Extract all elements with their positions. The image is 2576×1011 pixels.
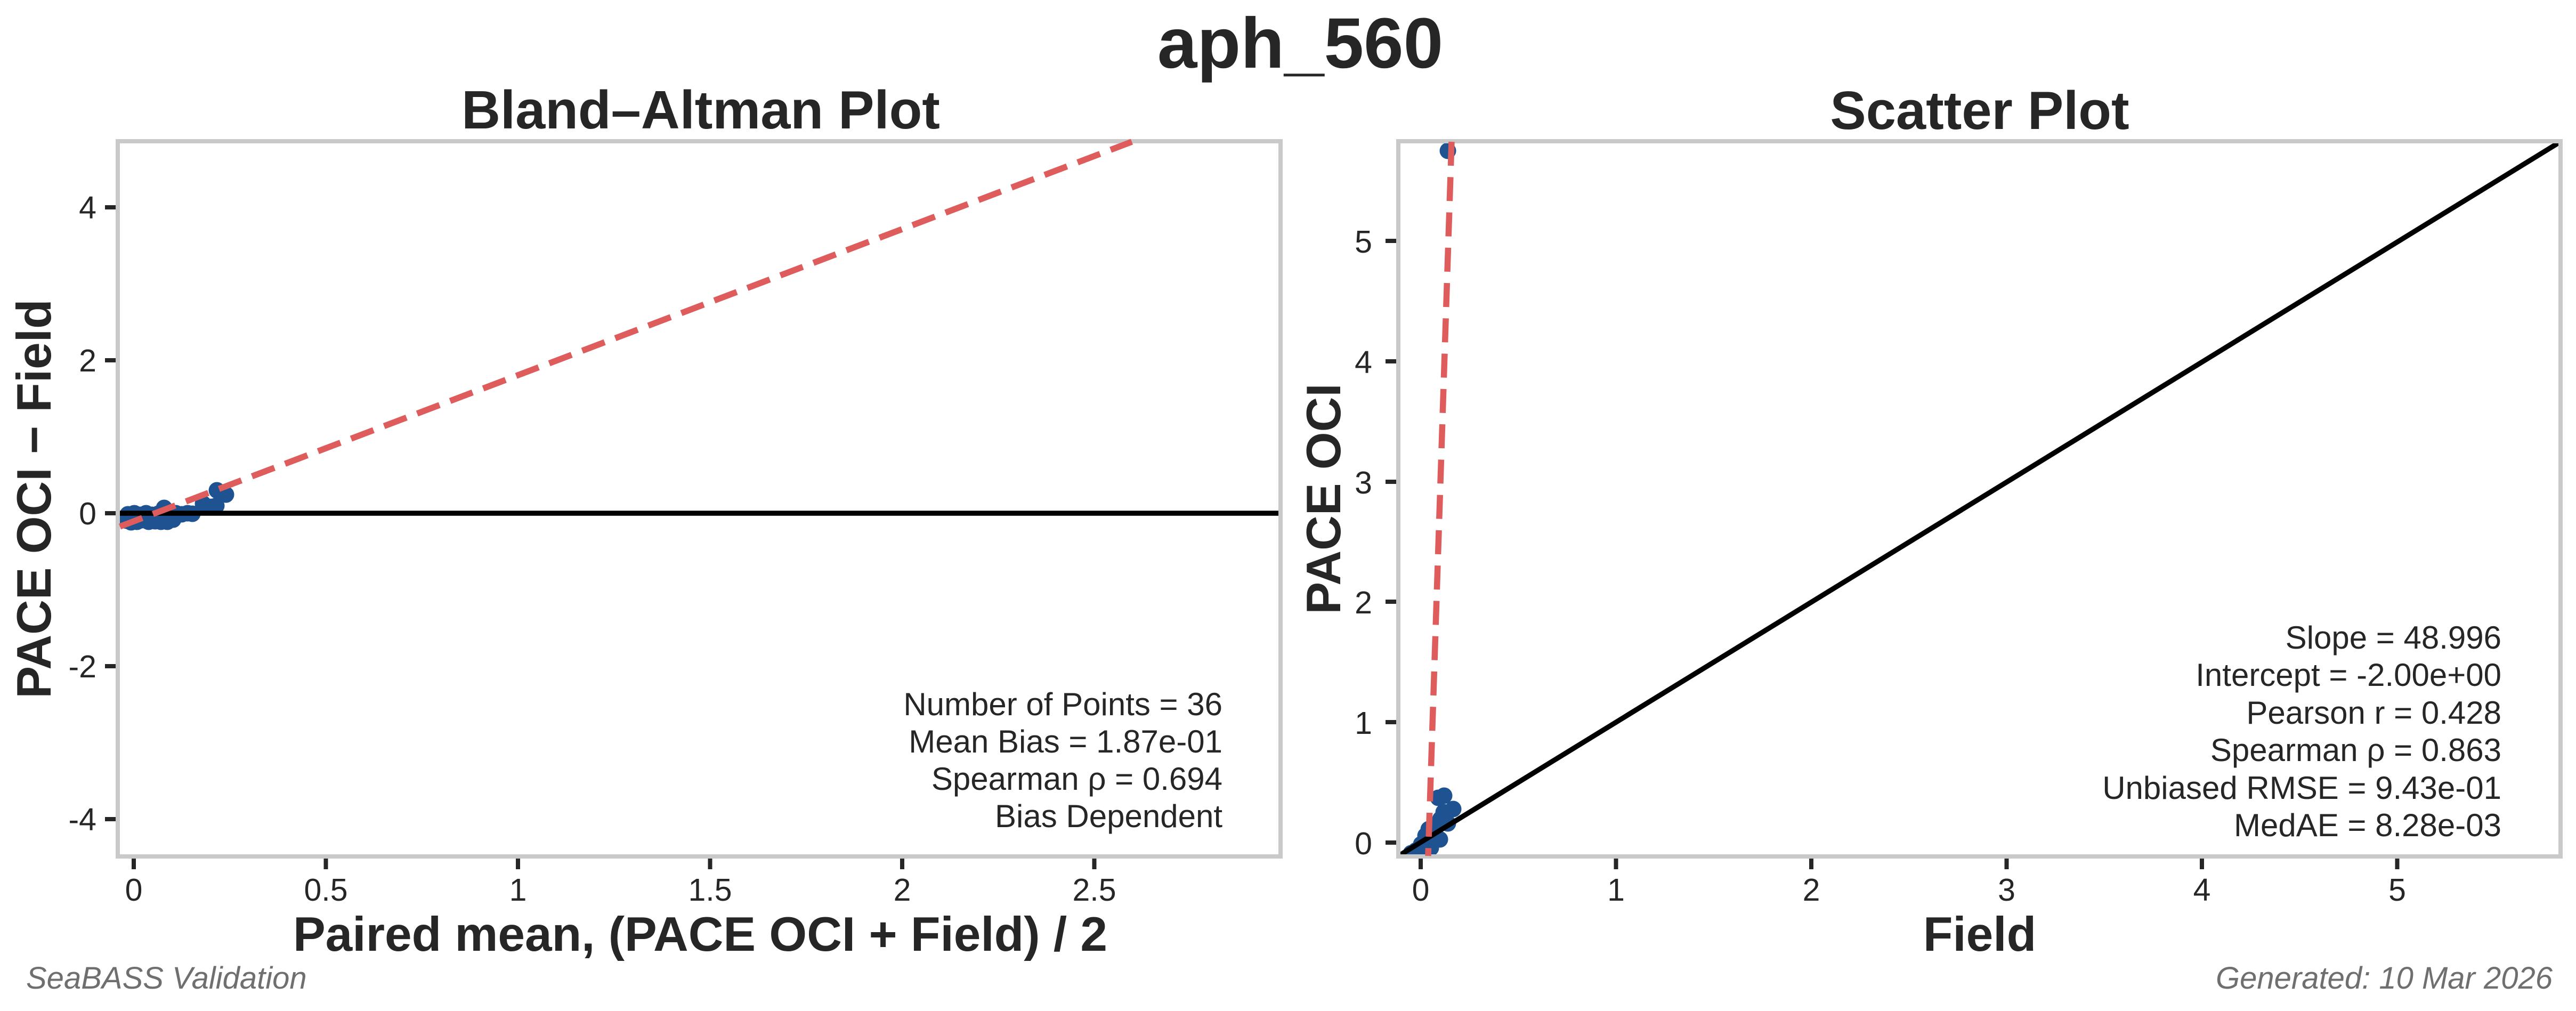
svg-text:Scatter Plot: Scatter Plot <box>1830 81 2129 141</box>
svg-text:PACE OCI − Field: PACE OCI − Field <box>7 299 61 698</box>
svg-text:SeaBASS Validation: SeaBASS Validation <box>26 961 307 996</box>
svg-text:5: 5 <box>1355 224 1372 260</box>
svg-text:1: 1 <box>1355 706 1372 741</box>
svg-text:4: 4 <box>1355 345 1372 380</box>
svg-text:Spearman ρ = 0.863: Spearman ρ = 0.863 <box>2210 732 2501 768</box>
svg-text:Unbiased RMSE = 9.43e-01: Unbiased RMSE = 9.43e-01 <box>2102 770 2501 806</box>
svg-text:Number of Points = 36: Number of Points = 36 <box>903 686 1222 722</box>
svg-text:5: 5 <box>2388 872 2406 908</box>
svg-text:1: 1 <box>1607 872 1625 908</box>
svg-text:Paired mean, (PACE OCI + Field: Paired mean, (PACE OCI + Field) / 2 <box>293 908 1107 961</box>
svg-text:-2: -2 <box>69 649 96 684</box>
svg-text:Bias Dependent: Bias Dependent <box>995 798 1222 834</box>
svg-text:3: 3 <box>1355 465 1372 500</box>
svg-text:4: 4 <box>79 190 96 225</box>
svg-text:4: 4 <box>2193 872 2211 908</box>
svg-text:Generated: 10 Mar 2026: Generated: 10 Mar 2026 <box>2216 961 2553 996</box>
svg-text:Mean Bias = 1.87e-01: Mean Bias = 1.87e-01 <box>909 724 1222 759</box>
svg-text:0: 0 <box>1355 826 1372 861</box>
svg-text:2: 2 <box>1803 872 1820 908</box>
svg-text:Field: Field <box>1923 908 2036 961</box>
svg-text:-4: -4 <box>69 802 96 837</box>
svg-text:1: 1 <box>509 872 527 908</box>
svg-text:0: 0 <box>1412 872 1430 908</box>
svg-text:Intercept = -2.00e+00: Intercept = -2.00e+00 <box>2196 657 2501 693</box>
svg-text:0.5: 0.5 <box>304 872 347 908</box>
svg-text:Spearman ρ = 0.694: Spearman ρ = 0.694 <box>931 761 1222 797</box>
svg-text:0: 0 <box>79 496 96 531</box>
svg-text:3: 3 <box>1998 872 2015 908</box>
svg-text:Pearson r = 0.428: Pearson r = 0.428 <box>2246 695 2501 731</box>
svg-text:Slope = 48.996: Slope = 48.996 <box>2286 620 2501 656</box>
svg-text:aph_560: aph_560 <box>1157 4 1443 83</box>
svg-text:Bland–Altman Plot: Bland–Altman Plot <box>461 80 940 140</box>
svg-text:2: 2 <box>1355 585 1372 620</box>
svg-text:2: 2 <box>894 872 911 908</box>
svg-text:PACE OCI: PACE OCI <box>1297 383 1351 614</box>
svg-text:2: 2 <box>79 343 96 378</box>
svg-text:2.5: 2.5 <box>1072 872 1116 908</box>
svg-text:1.5: 1.5 <box>688 872 732 908</box>
svg-text:0: 0 <box>125 872 143 908</box>
svg-text:MedAE = 8.28e-03: MedAE = 8.28e-03 <box>2234 807 2501 843</box>
